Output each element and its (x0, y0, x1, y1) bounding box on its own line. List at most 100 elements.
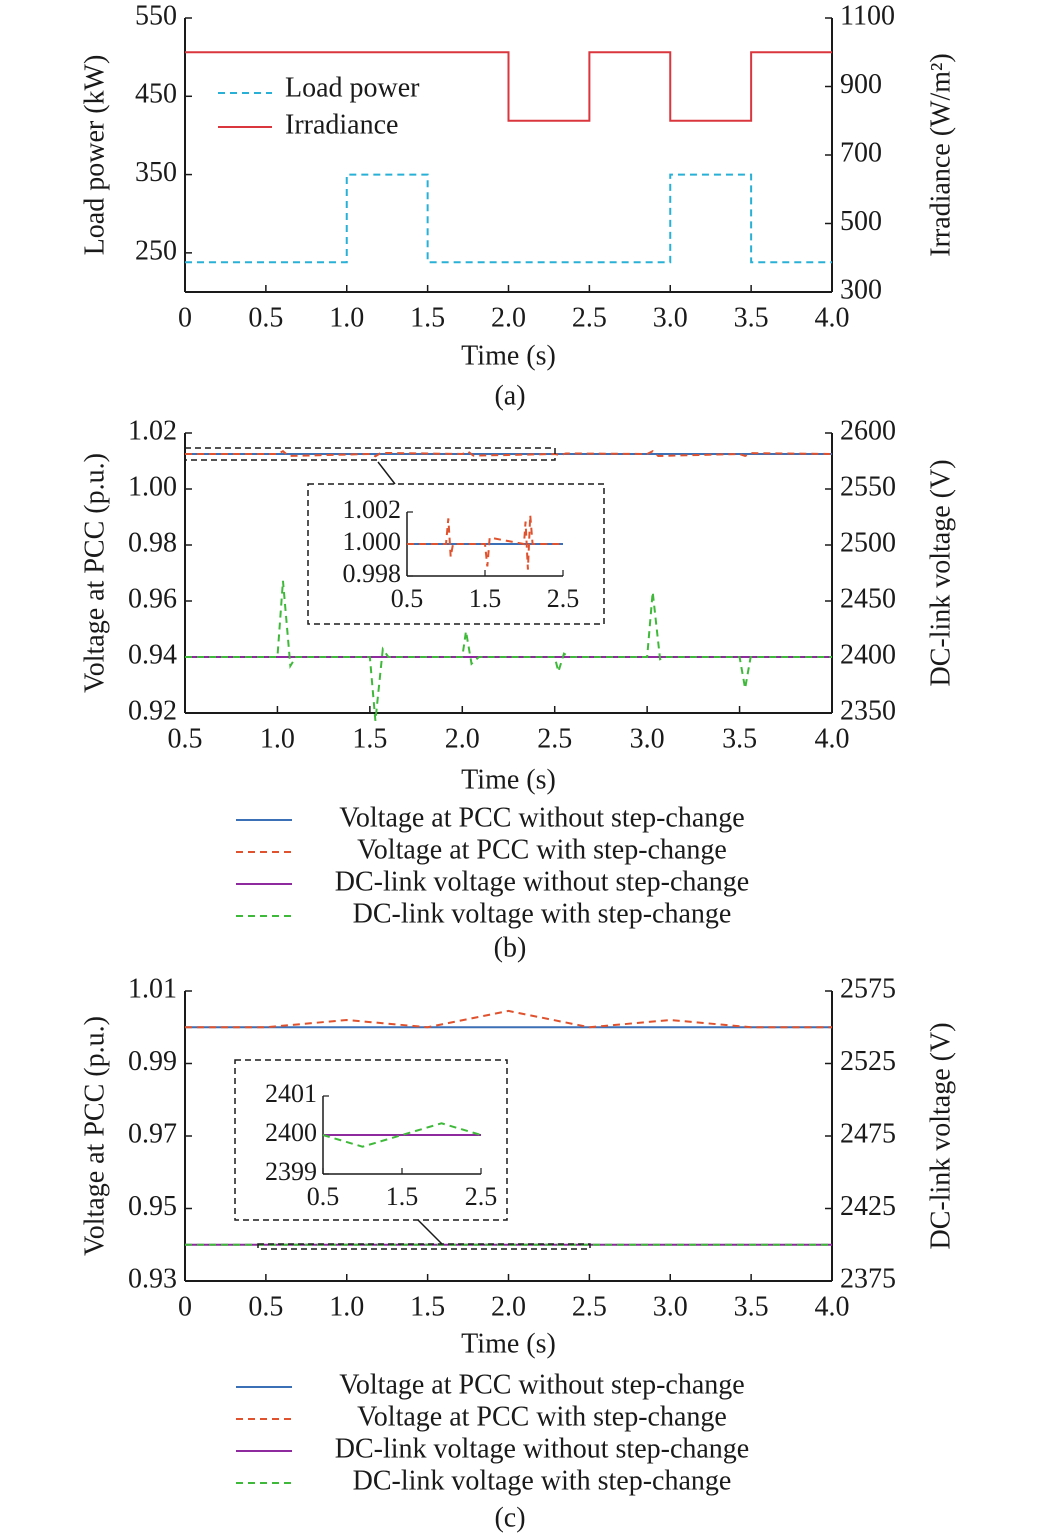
x-tick-label: 0 (178, 1291, 192, 1322)
legend-label: DC-link voltage with step-change (353, 1465, 732, 1496)
legend-label: Voltage at PCC with step-change (357, 1401, 727, 1432)
x-tick-label: 1.5 (410, 1291, 445, 1322)
x-tick-label: 2.0 (445, 723, 480, 754)
y-left-tick-label: 0.99 (128, 1046, 177, 1077)
panel-caption: (c) (494, 1502, 525, 1533)
x-tick-label: 0.5 (248, 302, 283, 333)
x-tick-label: 3.0 (653, 302, 688, 333)
x-tick-label: 0.5 (168, 723, 203, 754)
y-right-tick-label: 900 (840, 69, 882, 100)
y-left-tick-label: 1.02 (128, 415, 177, 446)
y-left-axis-label: Load power (kW) (79, 55, 110, 256)
y-left-tick-label: 350 (135, 157, 177, 188)
inset-y-tick-label: 2401 (265, 1079, 317, 1108)
inset-y-tick-label: 0.998 (343, 559, 402, 588)
y-left-tick-label: 450 (135, 79, 177, 110)
x-tick-label: 2.5 (572, 302, 607, 333)
inset-series-line (322, 1122, 482, 1148)
y-left-tick-label: 550 (135, 0, 177, 31)
inset-y-tick-label: 1.000 (343, 527, 402, 556)
y-right-tick-label: 2450 (840, 583, 896, 614)
y-right-axis-label: DC-link voltage (V) (925, 1022, 956, 1249)
inset-x-tick-label: 1.5 (386, 1182, 419, 1211)
y-left-tick-label: 0.96 (128, 583, 177, 614)
inset-x-tick-label: 0.5 (391, 584, 424, 613)
inset-y-tick-label: 2400 (265, 1118, 317, 1147)
x-tick-label: 2.0 (491, 1291, 526, 1322)
series-line (185, 580, 832, 721)
y-right-tick-label: 2375 (840, 1263, 896, 1294)
x-tick-label: 2.5 (537, 723, 572, 754)
x-tick-label: 1.0 (260, 723, 295, 754)
legend-label: DC-link voltage without step-change (335, 1433, 749, 1464)
y-left-tick-label: 0.94 (128, 639, 177, 670)
series-line (185, 1009, 832, 1029)
inset-y-tick-label: 2399 (265, 1157, 317, 1186)
x-axis-label: Time (s) (461, 1328, 556, 1359)
y-left-tick-label: 0.93 (128, 1263, 177, 1294)
inset-x-tick-label: 0.5 (307, 1182, 340, 1211)
zoom-region (184, 447, 556, 461)
y-left-axis-label: Voltage at PCC (p.u.) (79, 1016, 110, 1256)
y-right-tick-label: 2500 (840, 527, 896, 558)
inset-box (234, 1059, 508, 1221)
inset-c: 0.5 1.5 2.5 2399 2400 2401 (234, 1059, 508, 1221)
y-right-tick-label: 700 (840, 137, 882, 168)
x-tick-label: 3.5 (734, 302, 769, 333)
x-tick-label: 4.0 (815, 302, 850, 333)
legend-label: Voltage at PCC without step-change (339, 802, 744, 833)
legend-label: Voltage at PCC with step-change (357, 834, 727, 865)
legend-irradiance-label: Irradiance (285, 109, 398, 140)
y-right-tick-label: 2475 (840, 1118, 896, 1149)
x-tick-label: 3.5 (722, 723, 757, 754)
y-right-tick-label: 2525 (840, 1046, 896, 1077)
x-tick-label: 1.0 (329, 302, 364, 333)
x-tick-label: 1.5 (352, 723, 387, 754)
inset-x-tick-label: 1.5 (469, 584, 502, 613)
inset-b: 0.5 1.5 2.5 0.998 1.000 1.002 (307, 483, 605, 625)
legend-label: Voltage at PCC without step-change (339, 1369, 744, 1400)
x-tick-label: 3.0 (630, 723, 665, 754)
inset-y-tick-label: 1.002 (343, 495, 402, 524)
y-left-tick-label: 1.00 (128, 471, 177, 502)
x-tick-label: 1.0 (329, 1291, 364, 1322)
x-tick-label: 4.0 (815, 1291, 850, 1322)
y-left-tick-label: 0.92 (128, 695, 177, 726)
x-tick-label: 3.0 (653, 1291, 688, 1322)
x-axis-label: Time (s) (461, 764, 556, 795)
panel-a: 0 0.5 1.0 1.5 2.0 2.5 3.0 3.5 4.0 250 350 450 550 300… (79, 0, 956, 411)
y-right-tick-label: 300 (840, 274, 882, 305)
zoom-region (257, 1243, 591, 1250)
panel-caption: (b) (494, 932, 527, 963)
y-left-tick-label: 250 (135, 235, 177, 266)
x-axis-label: Time (s) (461, 340, 556, 371)
y-right-tick-label: 2600 (840, 415, 896, 446)
y-right-axis-label: Irradiance (W/m²) (925, 53, 956, 257)
inset-x-tick-label: 2.5 (547, 584, 580, 613)
x-tick-label: 2.5 (572, 1291, 607, 1322)
x-tick-label: 0 (178, 302, 192, 333)
zoom-connector (417, 1219, 443, 1245)
y-left-tick-label: 0.98 (128, 527, 177, 558)
zoom-connector (377, 461, 396, 485)
panel-caption: (a) (494, 380, 525, 411)
y-left-tick-label: 1.01 (128, 973, 177, 1004)
legend-label: DC-link voltage with step-change (353, 898, 732, 929)
panel-b: 0.5 1.0 1.5 2.0 2.5 3.0 3.5 4.0 0.92 0.94 0.96 0.98… (79, 415, 956, 963)
y-right-tick-label: 2350 (840, 695, 896, 726)
panel-c: 0 0.5 1.0 1.5 2.0 2.5 3.0 3.5 4.0 0.93 0.95 0.97 0.9… (79, 973, 956, 1533)
y-right-tick-label: 2550 (840, 471, 896, 502)
y-right-tick-label: 2575 (840, 973, 896, 1004)
legend-label: DC-link voltage without step-change (335, 866, 749, 897)
x-tick-label: 1.5 (410, 302, 445, 333)
y-left-tick-label: 0.95 (128, 1191, 177, 1222)
inset-box (307, 483, 605, 625)
y-right-tick-label: 2425 (840, 1191, 896, 1222)
y-right-axis-label: DC-link voltage (V) (925, 459, 956, 686)
legend-load-label: Load power (285, 72, 420, 103)
series-line (185, 173, 832, 264)
x-tick-label: 2.0 (491, 302, 526, 333)
y-left-tick-label: 0.97 (128, 1118, 177, 1149)
x-tick-label: 3.5 (734, 1291, 769, 1322)
